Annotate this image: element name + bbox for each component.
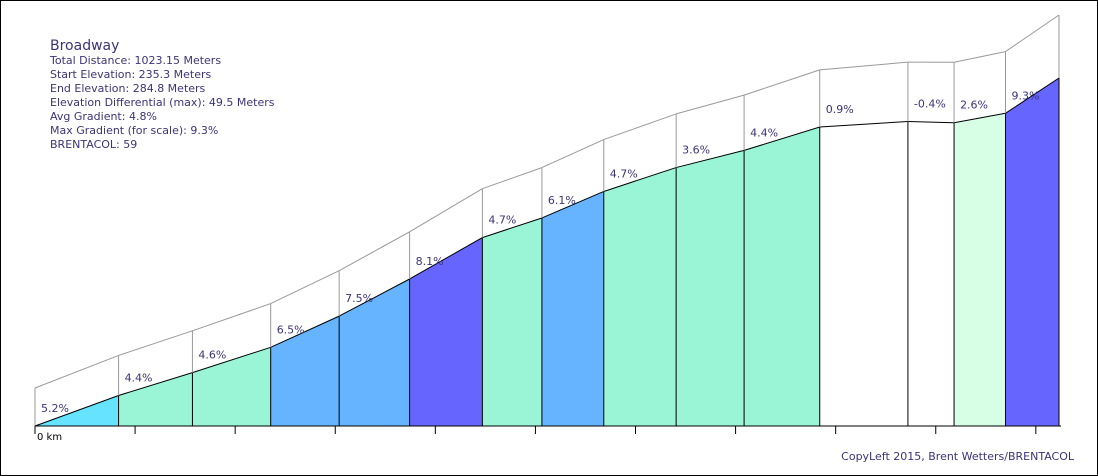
profile-line-8: [541, 191, 604, 219]
grade-label-7: 4.7%: [488, 214, 516, 227]
grade-label-13: -0.4%: [914, 97, 946, 110]
profile-line-2: [118, 372, 193, 396]
label-box-top-15: [1005, 14, 1060, 53]
grade-label-3: 4.6%: [198, 349, 226, 362]
profile-line-7: [482, 217, 543, 239]
label-box-top-2: [118, 330, 193, 356]
profile-line-1: [34, 395, 119, 427]
label-box-top-7: [482, 167, 543, 190]
x-axis: 0 km: [34, 425, 1061, 443]
label-box-top-14: [953, 51, 1006, 63]
segment-3: [192, 347, 271, 426]
label-boxes-layer: [34, 14, 1060, 426]
grade-label-11: 4.4%: [750, 126, 778, 139]
profile-line-5: [338, 278, 410, 317]
stat-line-1: Total Distance: 1023.15 Meters: [49, 54, 221, 67]
segment-15: [1005, 78, 1059, 426]
segment-5: [339, 278, 410, 426]
chart-title: Broadway: [50, 38, 119, 54]
profile-line-10: [676, 149, 745, 169]
profile-line-15: [1005, 77, 1060, 114]
grade-labels-layer: 5.2% 4.4% 4.6% 6.5% 7.5% 8.1% 4.7% 6.1% 4.7% 3.6%…: [41, 89, 1039, 415]
stat-line-2: Start Elevation: 235.3 Meters: [50, 68, 212, 81]
segment-4: [270, 316, 340, 426]
grade-label-15: 9.3%: [1012, 89, 1040, 102]
profile-line-9: [603, 167, 677, 192]
label-box-top-4: [270, 270, 340, 305]
segment-10: [676, 150, 745, 427]
label-box-top-9: [603, 113, 677, 141]
profile-line-6: [409, 237, 483, 280]
grade-label-1: 5.2%: [41, 402, 69, 415]
segment-8: [541, 191, 604, 426]
label-box-top-3: [192, 303, 271, 332]
label-box-top-1: [34, 354, 119, 389]
segments-layer: [34, 77, 1060, 427]
segment-14: [954, 113, 1006, 427]
profile-line-11: [743, 126, 820, 151]
stat-line-4: Elevation Differential (max): 49.5 Meter…: [50, 96, 275, 109]
profile-line-13: [907, 120, 955, 124]
label-box-top-8: [541, 139, 604, 169]
stats-block: Broadway Total Distance: 1023.15 MetersS…: [49, 38, 275, 151]
segment-7: [482, 217, 542, 426]
stat-line-3: End Elevation: 284.8 Meters: [50, 82, 206, 95]
segment-12: [819, 121, 908, 427]
label-box-top-12: [819, 61, 908, 71]
grade-label-8: 6.1%: [548, 194, 576, 207]
grade-label-14: 2.6%: [960, 99, 988, 112]
segment-2: [118, 372, 193, 426]
segment-13: [907, 121, 955, 427]
stat-line-7: BRENTACOL: 59: [50, 138, 137, 151]
profile-line-3: [192, 346, 271, 374]
grade-label-5: 7.5%: [345, 292, 373, 305]
label-box-top-5: [338, 231, 410, 272]
profile-line-4: [270, 315, 340, 348]
segment-6: [409, 237, 483, 426]
stat-line-5: Avg Gradient: 4.8%: [50, 110, 157, 123]
grade-label-9: 4.7%: [610, 167, 638, 180]
grade-label-10: 3.6%: [682, 144, 710, 157]
profile-line-14: [953, 112, 1006, 124]
grade-label-12: 0.9%: [826, 103, 854, 116]
segment-9: [603, 167, 677, 427]
label-box-top-6: [409, 188, 483, 233]
label-box-top-10: [675, 94, 745, 115]
label-box-top-11: [743, 69, 820, 96]
stat-line-6: Max Gradient (for scale): 9.3%: [50, 124, 218, 137]
grade-label-4: 6.5%: [277, 323, 305, 336]
grade-label-2: 4.4%: [125, 371, 153, 384]
grade-label-6: 8.1%: [416, 255, 444, 268]
x-axis-label: 0 km: [37, 432, 62, 443]
segment-11: [744, 127, 820, 426]
profile-line-12: [819, 120, 908, 128]
copyright-text: CopyLeft 2015, Brent Wetters/BRENTACOL: [841, 450, 1075, 463]
